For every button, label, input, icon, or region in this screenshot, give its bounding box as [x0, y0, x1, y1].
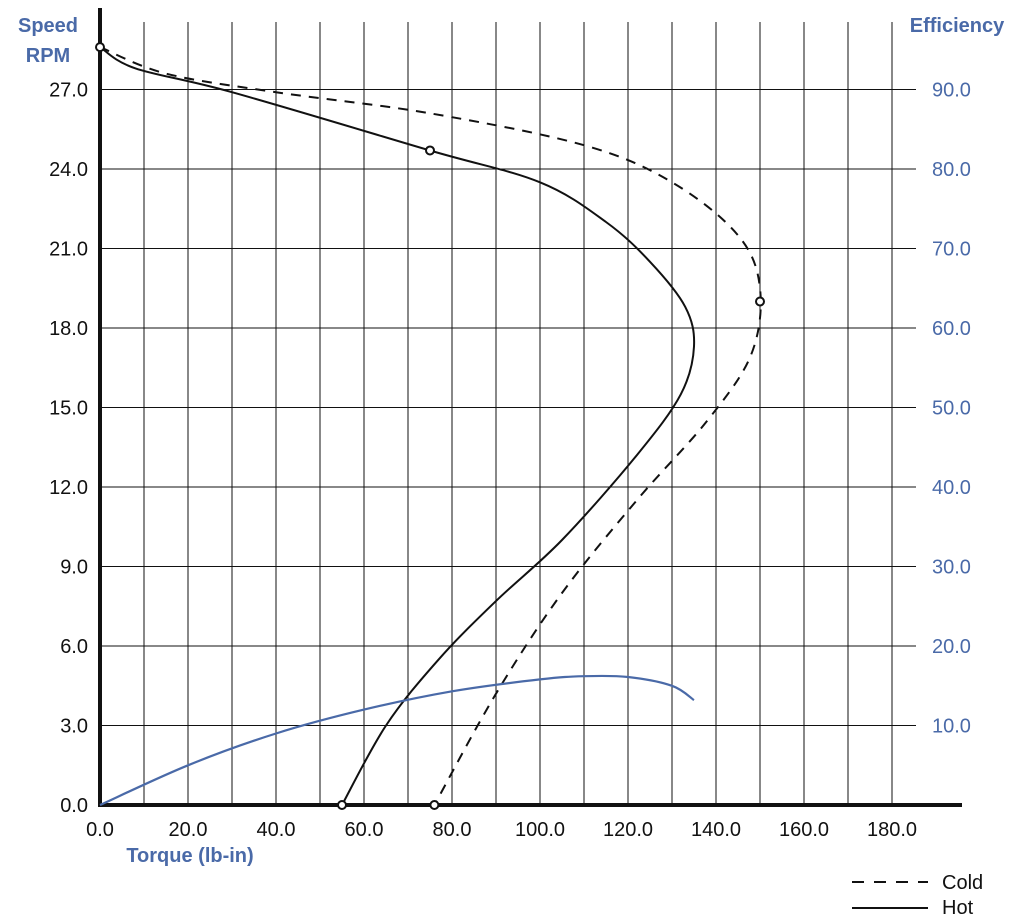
torque-tick-label: 140.0	[691, 819, 741, 841]
speed-tick-label: 0.0	[60, 795, 88, 817]
torque-tick-label: 120.0	[603, 819, 653, 841]
efficiency-tick-label: 90.0	[932, 80, 971, 102]
legend-hot-label: Hot	[942, 897, 974, 919]
grid	[100, 22, 916, 805]
speed-axis-title-line2: RPM	[26, 45, 70, 67]
data-point-marker	[337, 800, 347, 810]
speed-tick-label: 3.0	[60, 716, 88, 738]
axes	[98, 8, 962, 807]
torque-tick-label: 80.0	[433, 819, 472, 841]
speed-tick-label: 6.0	[60, 636, 88, 658]
efficiency-tick-label: 80.0	[932, 159, 971, 181]
data-point-marker	[429, 800, 440, 810]
series-line-efficiency	[99, 674, 695, 807]
torque-tick-label: 100.0	[515, 819, 565, 841]
data-point-marker	[755, 296, 765, 307]
speed-tick-label: 27.0	[49, 80, 88, 102]
efficiency-tick-label: 40.0	[932, 477, 971, 499]
efficiency-tick-label: 50.0	[932, 398, 971, 420]
efficiency-axis-title: Efficiency	[910, 15, 1005, 37]
efficiency-tick-label: 10.0	[932, 716, 971, 738]
data-point-marker	[425, 145, 435, 156]
legend: Cold Hot	[852, 872, 983, 919]
speed-axis-title-line1: Speed	[18, 15, 78, 37]
efficiency-tick-label: 70.0	[932, 239, 971, 261]
torque-tick-label: 20.0	[169, 819, 208, 841]
speed-tick-label: 15.0	[49, 398, 88, 420]
efficiency-tick-label: 30.0	[932, 557, 971, 579]
efficiency-tick-label: 20.0	[932, 636, 971, 658]
legend-cold-label: Cold	[942, 872, 983, 894]
markers	[95, 42, 765, 810]
torque-axis-ticks: 0.0 20.0 40.0 60.0 80.0 100.0 120.0 140.0 160.0 1…	[86, 819, 917, 841]
data-point-marker	[95, 42, 105, 53]
speed-tick-label: 9.0	[60, 557, 88, 579]
torque-tick-label: 0.0	[86, 819, 114, 841]
series-line-hot	[99, 46, 696, 806]
speed-tick-label: 21.0	[49, 239, 88, 261]
speed-axis-ticks: 0.0 3.0 6.0 9.0 12.0 15.0 18.0 21.0 24.0 27.0	[49, 80, 88, 818]
series	[99, 46, 762, 807]
torque-tick-label: 180.0	[867, 819, 917, 841]
efficiency-tick-label: 60.0	[932, 318, 971, 340]
torque-tick-label: 160.0	[779, 819, 829, 841]
efficiency-axis-ticks: 10.0 20.0 30.0 40.0 50.0 60.0 70.0 80.0 90.0	[932, 80, 971, 738]
torque-axis-title: Torque (lb-in)	[126, 845, 253, 867]
torque-tick-label: 40.0	[257, 819, 296, 841]
speed-tick-label: 12.0	[49, 477, 88, 499]
series-line-cold	[99, 46, 762, 806]
torque-tick-label: 60.0	[345, 819, 384, 841]
speed-tick-label: 18.0	[49, 318, 88, 340]
speed-tick-label: 24.0	[49, 159, 88, 181]
